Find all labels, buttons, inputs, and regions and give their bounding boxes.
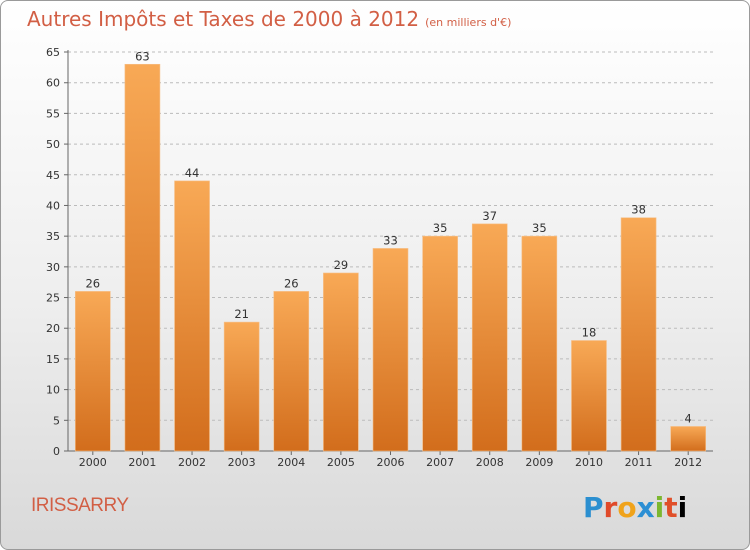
x-tick-label: 2005: [327, 456, 355, 469]
y-tick-label: 15: [46, 353, 60, 366]
logo-letter: r: [603, 491, 618, 524]
label-layer: 26 63 44 21 26 29 33 35 37 35 18 38 4: [85, 49, 691, 425]
logo-letter: x: [636, 491, 655, 524]
data-label: 4: [685, 411, 692, 425]
bar: [422, 235, 458, 452]
logo-letter: t: [664, 491, 678, 524]
y-tick-label: 25: [46, 292, 60, 305]
bar: [670, 426, 706, 452]
logo-letter: P: [583, 491, 604, 524]
x-tick-label: 2003: [228, 456, 256, 469]
data-label: 44: [185, 166, 200, 180]
y-tick-label: 45: [46, 169, 60, 182]
logo-letter: i: [677, 491, 688, 524]
data-label: 37: [482, 209, 497, 223]
x-tick-label: 2000: [79, 456, 107, 469]
y-tick-label: 20: [46, 322, 60, 335]
x-tick-label: 2006: [377, 456, 405, 469]
x-tick-label: 2009: [525, 456, 553, 469]
y-tick-label: 5: [53, 414, 60, 427]
y-tick-label: 10: [46, 384, 60, 397]
y-tick-label: 55: [46, 107, 60, 120]
x-tick-label: 2010: [575, 456, 603, 469]
x-tick-label: 2008: [476, 456, 504, 469]
data-label: 18: [582, 326, 597, 340]
y-tick-label: 50: [46, 138, 60, 151]
y-tick-label: 40: [46, 199, 60, 212]
y-tick-label: 30: [46, 261, 60, 274]
y-tick-label: 65: [46, 46, 60, 59]
data-label: 35: [433, 221, 448, 235]
bar: [471, 223, 508, 452]
bar: [273, 291, 310, 452]
chart-title-text: Autres Impôts et Taxes de 2000 à 2012: [27, 7, 420, 31]
y-tick-label: 0: [53, 445, 60, 458]
bar: [124, 63, 161, 452]
proxiti-logo: Proxiti: [583, 491, 687, 524]
data-label: 38: [631, 203, 646, 217]
bar: [372, 248, 409, 452]
bar-layer: [75, 63, 706, 452]
x-tick-label: 2002: [178, 456, 206, 469]
commune-name: IRISSARRY: [31, 495, 129, 516]
data-label: 26: [284, 276, 299, 290]
bar: [75, 291, 111, 452]
data-label: 33: [383, 233, 398, 247]
logo-letter: i: [654, 491, 665, 524]
bar: [521, 235, 558, 452]
data-label: 29: [334, 258, 349, 272]
bar: [323, 272, 359, 452]
bar: [174, 180, 210, 452]
logo-letter: o: [617, 491, 637, 524]
bar: [571, 340, 607, 452]
x-tick-label: 2012: [674, 456, 702, 469]
bar: [620, 217, 657, 452]
x-tick-label: 2011: [625, 456, 653, 469]
y-tick-label: 35: [46, 230, 60, 243]
data-label: 35: [532, 221, 547, 235]
y-tick-label: 60: [46, 77, 60, 90]
chart-title: Autres Impôts et Taxes de 2000 à 2012 (en…: [27, 7, 511, 31]
x-tick-label: 2004: [277, 456, 305, 469]
chart-unit: (en milliers d'€): [425, 16, 512, 29]
x-tick-label: 2007: [426, 456, 454, 469]
data-label: 21: [234, 307, 249, 321]
data-label: 63: [135, 49, 150, 63]
bar: [223, 321, 260, 452]
x-tick-label: 2001: [128, 456, 156, 469]
data-label: 26: [85, 276, 100, 290]
